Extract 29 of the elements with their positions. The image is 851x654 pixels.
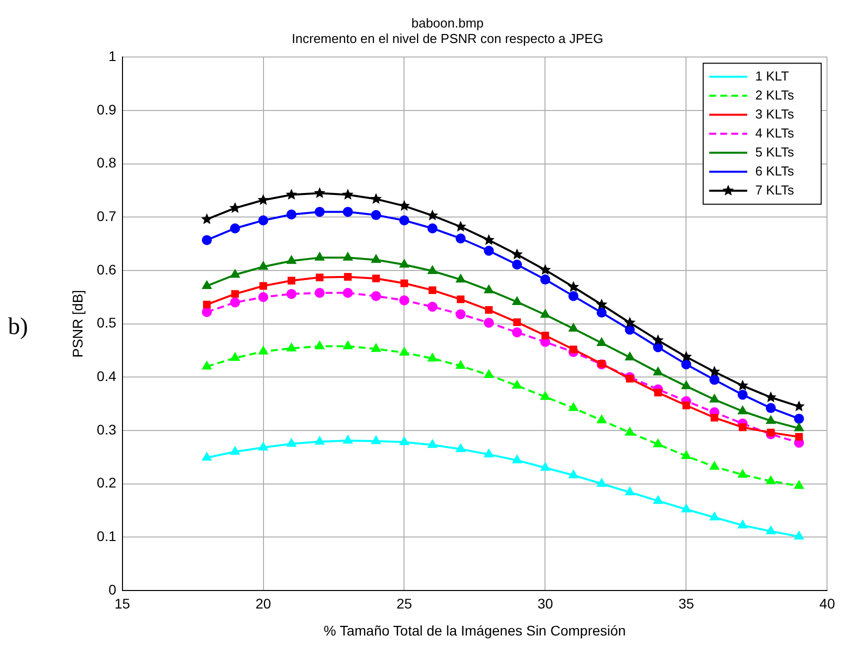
y-tick-label: 0.1 xyxy=(96,528,116,544)
y-tick-label: 0.2 xyxy=(96,474,116,491)
y-tick-label: 0.4 xyxy=(96,368,116,384)
x-tick-label: 40 xyxy=(819,596,836,612)
y-tick-label: 0.6 xyxy=(96,261,116,278)
legend-label: 2 KLTs xyxy=(755,87,794,102)
legend-label: 5 KLTs xyxy=(755,144,794,160)
y-tick-label: 0.5 xyxy=(96,314,116,331)
y-tick-label: 0 xyxy=(108,581,116,598)
chart-title: baboon.bmp xyxy=(411,15,484,30)
x-axis-title: % Tamaño Total de la Imágenes Sin Compresión xyxy=(324,622,626,638)
text: b) xyxy=(8,314,29,340)
chart-subtitle: Incremento en el nivel de PSNR con respecto a JPEG xyxy=(292,30,604,46)
x-tick-label: 35 xyxy=(678,596,694,612)
x-tick-label: 25 xyxy=(396,596,412,612)
legend-label: 6 KLTs xyxy=(755,163,794,178)
y-tick-label: 0.3 xyxy=(96,421,116,438)
y-tick-label: 0.9 xyxy=(96,101,116,118)
legend-label: 4 KLTs xyxy=(755,125,794,140)
y-tick-label: 0.7 xyxy=(96,208,116,224)
legend-label: 3 KLTs xyxy=(755,106,794,122)
x-tick-label: 15 xyxy=(114,596,130,612)
y-tick-label: 1 xyxy=(108,48,116,64)
x-tick-label: 20 xyxy=(255,596,272,612)
y-tick-label: 0.8 xyxy=(96,154,116,171)
x-tick-label: 30 xyxy=(537,596,554,612)
legend-label: 7 KLTs xyxy=(755,182,794,198)
y-axis-title: PSNR [dB] xyxy=(69,290,86,358)
legend-label: 1 KLT xyxy=(755,68,789,84)
